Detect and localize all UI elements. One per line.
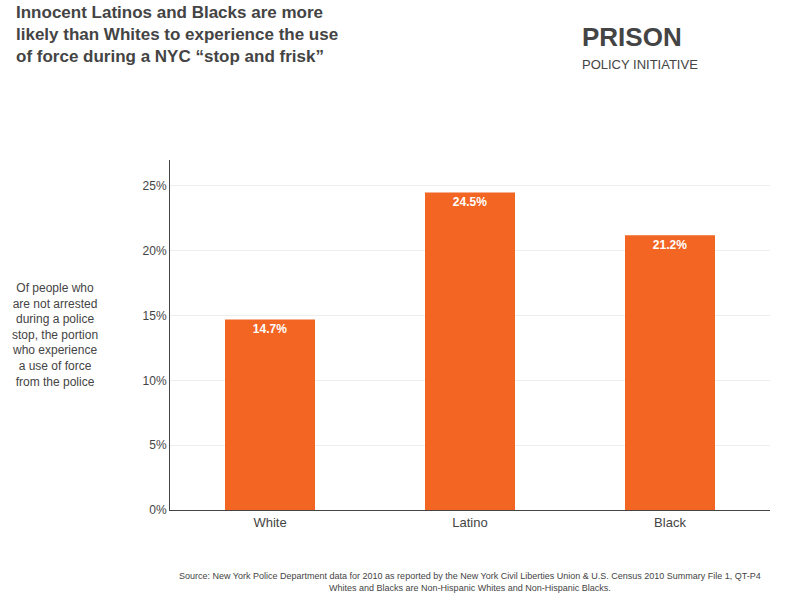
svg-text:White: White: [253, 515, 286, 530]
svg-text:PRISON: PRISON: [582, 22, 682, 52]
svg-text:15%: 15%: [143, 309, 167, 323]
svg-text:Black: Black: [654, 515, 686, 530]
svg-text:POLICY INITIATIVE: POLICY INITIATIVE: [582, 57, 698, 72]
svg-text:14.7%: 14.7%: [253, 322, 287, 336]
svg-text:5%: 5%: [149, 438, 167, 452]
svg-text:0%: 0%: [149, 503, 167, 517]
svg-text:21.2%: 21.2%: [653, 238, 687, 252]
svg-text:Innocent Latinos and Blacks ar: Innocent Latinos and Blacks are morelike…: [16, 3, 338, 66]
svg-text:20%: 20%: [143, 244, 167, 258]
svg-text:Of people whoare not arrestedd: Of people whoare not arrestedduring a po…: [12, 281, 98, 389]
svg-text:25%: 25%: [143, 179, 167, 193]
svg-text:10%: 10%: [143, 374, 167, 388]
svg-text:24.5%: 24.5%: [453, 195, 487, 209]
svg-text:Latino: Latino: [452, 515, 487, 530]
svg-text:Source: New York Police Depart: Source: New York Police Department data …: [179, 571, 761, 593]
